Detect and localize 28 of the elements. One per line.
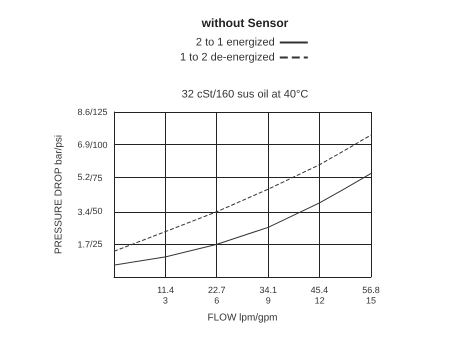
y-axis-title: PRESSURE DROP bar/psi (54, 134, 64, 254)
x2-tick-label: 6 (214, 296, 220, 306)
chart-subtitle: 32 cSt/160 sus oil at 40°C (182, 88, 308, 100)
x-tick-label: 22.7 (208, 285, 226, 295)
y2-tick-label: /100 (90, 140, 108, 150)
x-axis-title: FLOW lpm/gpm (207, 312, 278, 324)
y-tick-label: 8.6 (77, 107, 90, 117)
y-tick-label: 5.2 (77, 172, 90, 182)
x-tick-label: 56.8 (362, 285, 380, 295)
x-tick-label: 11.4 (157, 285, 174, 295)
x2-tick-label: 3 (162, 296, 168, 306)
x2-tick-label: 12 (314, 296, 325, 306)
x-tick-label: 45.4 (310, 285, 328, 295)
x2-tick-label: 9 (266, 296, 271, 306)
y-tick-label: 3.4 (77, 206, 90, 217)
y-tick-label: 6.9 (77, 140, 90, 150)
y2-tick-label: /125 (90, 107, 108, 117)
y2-tick-label: /25 (90, 239, 103, 249)
chart-title: without Sensor (200, 16, 289, 30)
y2-tick-label: /50 (90, 206, 103, 216)
line-series (114, 172, 372, 266)
x-tick-label: 34.1 (260, 285, 278, 295)
y-tick-label: 1.7 (77, 239, 90, 250)
y2-tick-label: /75 (90, 173, 103, 183)
legend-label: 1 to 2 de-energized (180, 52, 275, 64)
line-series (114, 134, 372, 252)
legend-label: 2 to 1 energized (196, 36, 275, 48)
x2-tick-label: 15 (366, 296, 376, 306)
